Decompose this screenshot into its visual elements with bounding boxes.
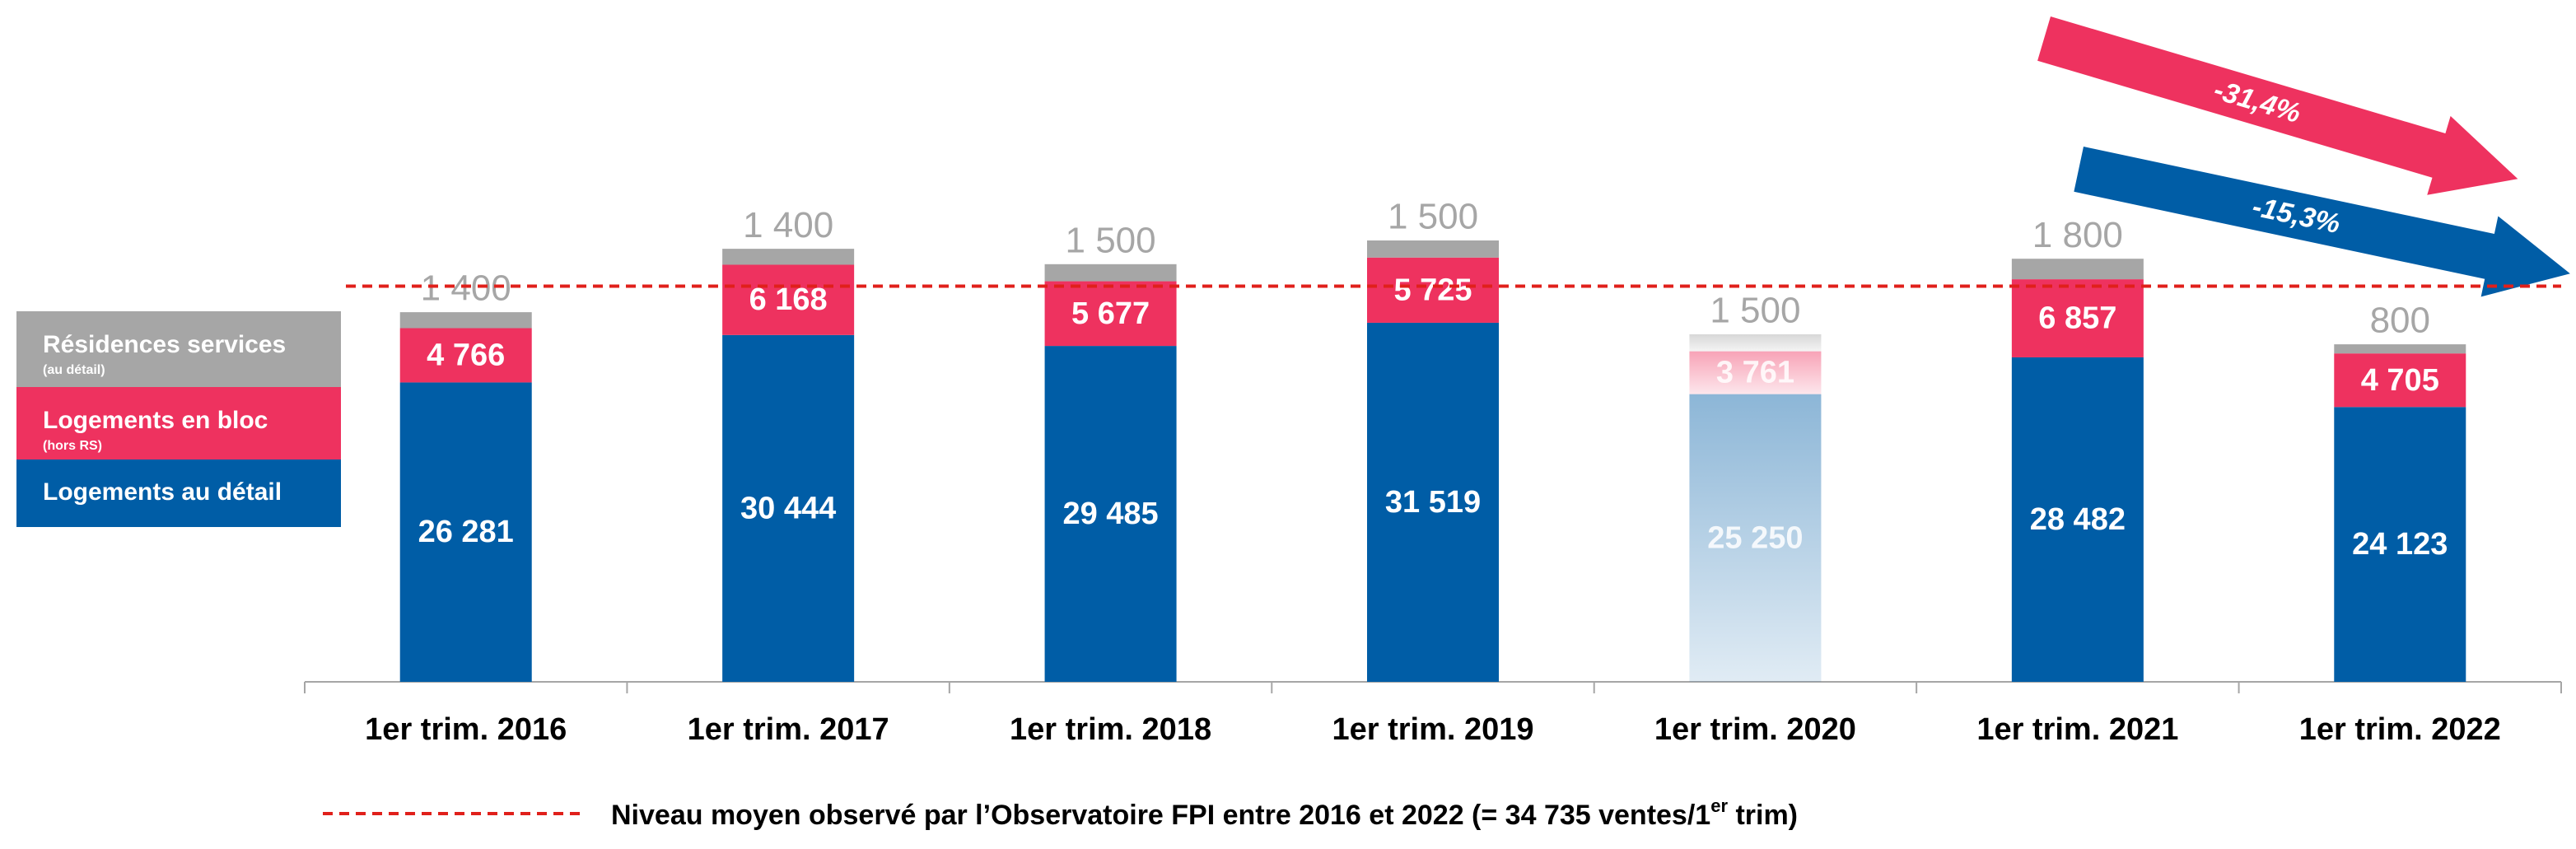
x-tick-label: 1er trim. 2019 <box>1332 712 1533 747</box>
bar-segment <box>722 334 855 682</box>
value-label: 1 500 <box>1710 291 1800 331</box>
bar-segment <box>399 312 532 329</box>
arrow-shape <box>2074 147 2570 297</box>
value-label: 5 725 <box>1393 273 1472 307</box>
legend-swatch <box>16 311 341 387</box>
bar-segment <box>722 264 855 335</box>
value-label: 28 482 <box>2030 502 2126 537</box>
bar-segment <box>2011 357 2144 682</box>
bar-segment <box>1367 322 1499 682</box>
value-label: 6 168 <box>749 282 828 317</box>
bar-segment <box>1044 346 1177 682</box>
arrow-annotation: -15,3% <box>2074 147 2570 297</box>
legend-swatch <box>16 387 341 459</box>
bar-segment <box>2334 353 2466 408</box>
legend-label: Logements en bloc <box>43 407 268 434</box>
legend-label: Logements au détail <box>43 478 282 506</box>
reference-label-part: er <box>1710 795 1728 816</box>
bar-segment <box>722 249 855 265</box>
bar-segment <box>1689 351 1822 394</box>
x-tick-label: 1er trim. 2021 <box>1976 712 2178 747</box>
x-tick-label: 1er trim. 2018 <box>1010 712 1211 747</box>
value-label: 4 705 <box>2361 363 2439 398</box>
value-label: 26 281 <box>418 515 514 549</box>
x-tick-label: 1er trim. 2022 <box>2299 712 2501 747</box>
value-label: 29 485 <box>1062 497 1158 531</box>
x-tick-label: 1er trim. 2017 <box>688 712 889 747</box>
reference-label: Niveau moyen observé par l’Observatoire … <box>611 795 1798 831</box>
value-label: 1 400 <box>421 268 511 309</box>
value-label: 800 <box>2370 301 2430 341</box>
value-label: 30 444 <box>740 491 836 525</box>
bar-segment <box>1044 281 1177 347</box>
bar-segment <box>1367 240 1499 258</box>
reference-label-part: trim) <box>1728 800 1798 831</box>
legend-swatch <box>16 459 341 527</box>
bar-segment <box>2011 279 2144 357</box>
bar-segment <box>2334 407 2466 682</box>
legend-label: Résidences services <box>43 331 286 358</box>
value-label: 6 857 <box>2038 301 2116 336</box>
value-label: 4 766 <box>427 338 505 372</box>
x-tick-label: 1er trim. 2016 <box>365 712 567 747</box>
legend-sublabel: (au détail) <box>43 363 105 377</box>
arrow-shape <box>2037 16 2518 195</box>
bar-segment <box>1689 334 1822 352</box>
x-tick-label: 1er trim. 2020 <box>1654 712 1856 747</box>
arrows: -31,4% -15,3% <box>2037 16 2570 297</box>
bar-segment <box>1367 257 1499 323</box>
bar-segment <box>2011 259 2144 280</box>
value-label: 5 677 <box>1071 296 1150 331</box>
value-label: 1 800 <box>2032 215 2123 255</box>
value-label: 25 250 <box>1707 520 1803 555</box>
value-label: 24 123 <box>2352 527 2448 562</box>
value-label: 1 400 <box>743 205 833 245</box>
value-label: 31 519 <box>1385 485 1481 520</box>
reference-label-part: Niveau moyen observé par l’Observatoire … <box>611 800 1710 831</box>
bar-segment <box>1044 264 1177 282</box>
bar-segment <box>399 328 532 383</box>
bar-segment <box>1689 394 1822 682</box>
value-label: 1 500 <box>1066 220 1156 260</box>
value-label: 3 761 <box>1716 356 1794 390</box>
legend-sublabel: (hors RS) <box>43 439 102 453</box>
bar-segment <box>399 382 532 682</box>
bar-segment <box>2334 344 2466 354</box>
value-label: 1 500 <box>1388 197 1478 237</box>
